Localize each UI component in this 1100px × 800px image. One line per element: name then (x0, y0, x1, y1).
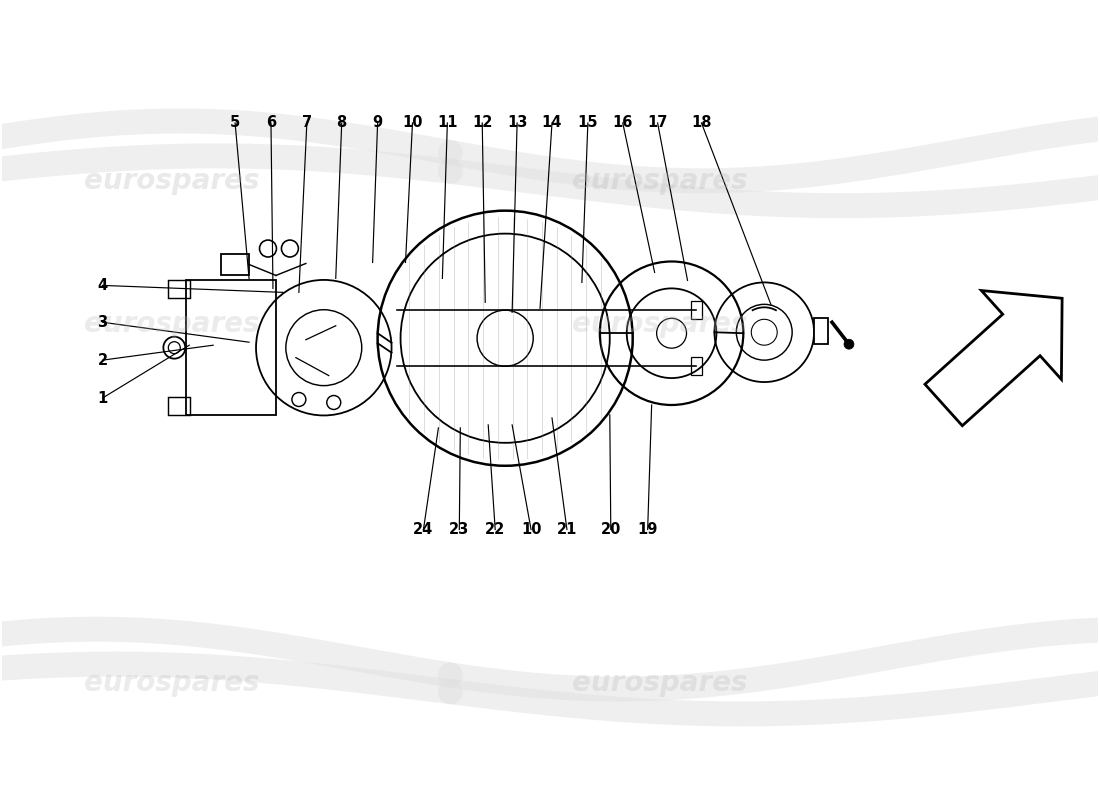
Bar (168, 397, 190, 415)
Text: 14: 14 (542, 115, 562, 130)
Text: eurospares: eurospares (84, 669, 260, 697)
Text: 19: 19 (638, 522, 658, 537)
Text: 20: 20 (601, 522, 621, 537)
Text: 13: 13 (507, 115, 527, 130)
Text: eurospares: eurospares (84, 310, 260, 338)
Text: 21: 21 (557, 522, 578, 537)
Text: 9: 9 (373, 115, 383, 130)
Text: 3: 3 (98, 314, 108, 330)
Text: eurospares: eurospares (84, 166, 260, 194)
Text: 11: 11 (437, 115, 458, 130)
Text: 23: 23 (449, 522, 470, 537)
Text: 18: 18 (691, 115, 712, 130)
Bar (691, 302, 703, 319)
Bar (186, 281, 276, 415)
Text: 6: 6 (266, 115, 276, 130)
Bar (168, 281, 190, 298)
Text: 10: 10 (403, 115, 422, 130)
Text: 12: 12 (472, 115, 493, 130)
Text: 7: 7 (301, 115, 312, 130)
Circle shape (844, 339, 854, 349)
Text: 4: 4 (98, 278, 108, 293)
Text: eurospares: eurospares (572, 310, 747, 338)
Text: eurospares: eurospares (572, 166, 747, 194)
Text: 24: 24 (414, 522, 433, 537)
Text: 1: 1 (98, 390, 108, 406)
Text: 17: 17 (648, 115, 668, 130)
Bar (221, 254, 249, 275)
Text: 8: 8 (337, 115, 346, 130)
Text: 5: 5 (230, 115, 240, 130)
Text: 22: 22 (485, 522, 505, 537)
Text: 16: 16 (613, 115, 632, 130)
Bar (691, 357, 703, 375)
Text: 2: 2 (98, 353, 108, 368)
Text: 15: 15 (578, 115, 598, 130)
Bar (814, 318, 828, 344)
Text: 10: 10 (520, 522, 541, 537)
Text: eurospares: eurospares (572, 669, 747, 697)
